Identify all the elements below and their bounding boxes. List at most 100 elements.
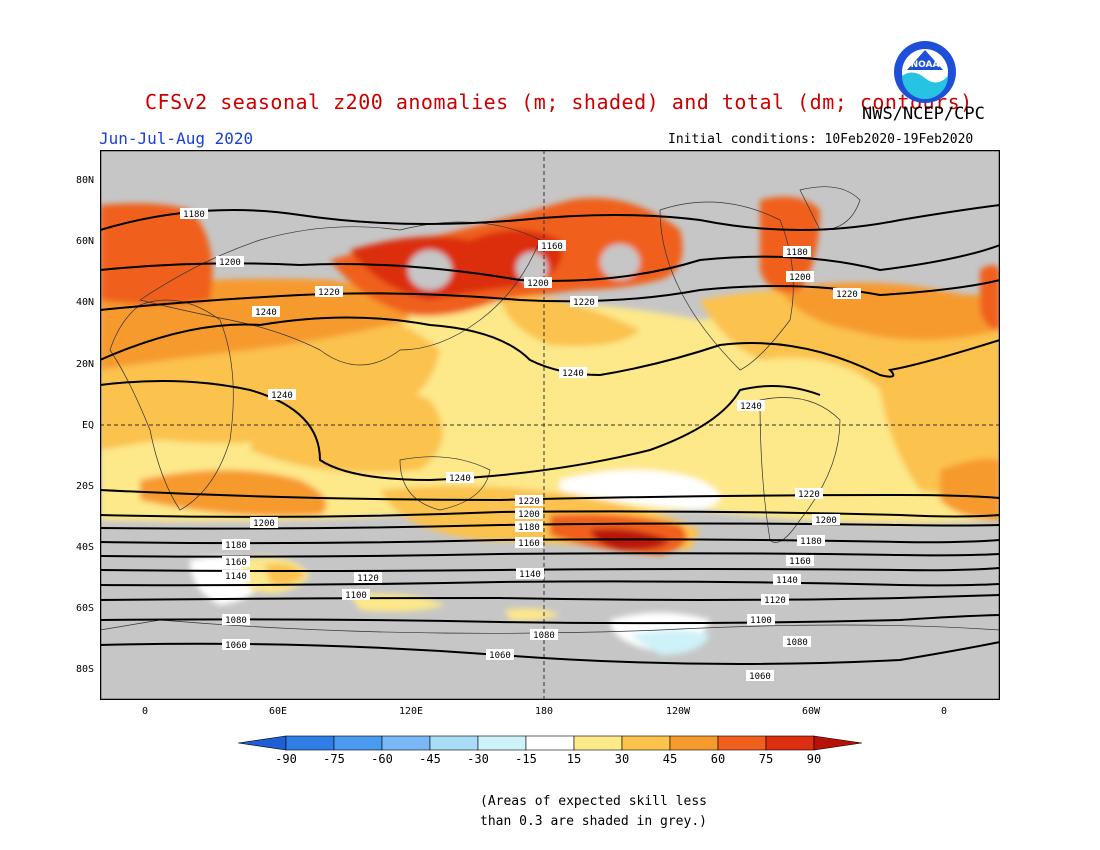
lon-label: 180 — [534, 706, 554, 717]
contour-label: 1180 — [783, 246, 811, 258]
contour-label: 1160 — [538, 240, 566, 252]
skill-note-line1: (Areas of expected skill less — [480, 794, 707, 809]
lon-label: 120E — [398, 706, 424, 717]
lon-label: 0 — [940, 706, 948, 717]
svg-text:1180: 1180 — [183, 210, 205, 220]
colorbar — [238, 735, 862, 751]
contour-label: 1180 — [222, 539, 250, 551]
svg-text:1200: 1200 — [527, 279, 549, 289]
contour-label: 1180 — [180, 208, 208, 220]
svg-text:1200: 1200 — [815, 516, 837, 526]
contour-label: 1120 — [761, 594, 789, 606]
svg-text:1220: 1220 — [318, 288, 340, 298]
season-label: Jun-Jul-Aug 2020 — [99, 129, 254, 148]
svg-text:1220: 1220 — [836, 290, 858, 300]
svg-text:1220: 1220 — [518, 497, 540, 507]
contour-label: 1220 — [570, 296, 598, 308]
skill-note: (Areas of expected skill less than 0.3 a… — [480, 792, 707, 832]
contour-label: 1220 — [315, 286, 343, 298]
svg-text:1060: 1060 — [225, 641, 247, 651]
contour-label: 1140 — [773, 574, 801, 586]
contour-label: 1080 — [530, 629, 558, 641]
svg-text:1080: 1080 — [225, 616, 247, 626]
contour-label: 1060 — [486, 649, 514, 661]
svg-text:1200: 1200 — [219, 258, 241, 268]
contour-label: 1200 — [786, 271, 814, 283]
svg-text:1140: 1140 — [225, 572, 247, 582]
contour-label: 1100 — [342, 589, 370, 601]
contour-label: 1200 — [524, 277, 552, 289]
colorbar-box — [381, 735, 431, 751]
contour-labels: 1180 1200 1220 1240 1160 1200 1220 1180 … — [180, 208, 861, 682]
svg-text:1240: 1240 — [449, 474, 471, 484]
svg-text:1240: 1240 — [740, 402, 762, 412]
svg-text:1160: 1160 — [541, 242, 563, 252]
svg-text:1140: 1140 — [776, 576, 798, 586]
contour-label: 1180 — [515, 521, 543, 533]
colorbar-label: 60 — [710, 752, 726, 766]
colorbar-box — [429, 735, 479, 751]
skill-note-line2: than 0.3 are shaded in grey.) — [480, 814, 707, 829]
contour-label: 1080 — [783, 636, 811, 648]
lat-label: EQ — [81, 420, 94, 431]
svg-text:1220: 1220 — [573, 298, 595, 308]
contour-label: 1180 — [797, 535, 825, 547]
colorbar-box — [765, 735, 815, 751]
contour-label: 1200 — [515, 508, 543, 520]
colorbar-box — [669, 735, 719, 751]
map-title: CFSv2 seasonal z200 anomalies (m; shaded… — [145, 90, 973, 114]
svg-text:1180: 1180 — [786, 248, 808, 258]
svg-text:1160: 1160 — [225, 558, 247, 568]
agency-label: NWS/NCEP/CPC — [862, 104, 985, 124]
contour-label: 1060 — [222, 639, 250, 651]
lat-label: 80S — [75, 664, 94, 675]
colorbar-label: 45 — [662, 752, 678, 766]
contour-label: 1160 — [222, 556, 250, 568]
contour-label: 1220 — [515, 495, 543, 507]
colorbar-box — [717, 735, 767, 751]
colorbar-box — [285, 735, 335, 751]
contour-label: 1200 — [812, 514, 840, 526]
lat-label: 80N — [75, 175, 94, 186]
colorbar-label: -90 — [275, 752, 297, 766]
svg-text:1120: 1120 — [357, 574, 379, 584]
lon-label: 60E — [268, 706, 288, 717]
colorbar-box — [621, 735, 671, 751]
noaa-logo-icon: NOAA — [894, 41, 956, 103]
colorbar-box — [477, 735, 527, 751]
contour-label: 1060 — [746, 670, 774, 682]
lon-label: 120W — [665, 706, 691, 717]
svg-text:1220: 1220 — [798, 490, 820, 500]
svg-text:1100: 1100 — [750, 616, 772, 626]
colorbar-box — [573, 735, 623, 751]
colorbar-label: 75 — [758, 752, 774, 766]
map-frame — [100, 150, 1000, 700]
lat-label: 40N — [75, 297, 94, 308]
colorbar-box — [333, 735, 383, 751]
colorbar-label: -30 — [467, 752, 489, 766]
colorbar-label: -15 — [515, 752, 537, 766]
contour-label: 1160 — [515, 537, 543, 549]
contour-label: 1240 — [737, 400, 765, 412]
svg-text:1200: 1200 — [518, 510, 540, 520]
colorbar-label: -45 — [419, 752, 441, 766]
lon-label: 0 — [141, 706, 149, 717]
contour-label: 1140 — [516, 568, 544, 580]
lat-label: 20S — [75, 481, 94, 492]
contour-label: 1200 — [216, 256, 244, 268]
contour-label: 1220 — [795, 488, 823, 500]
colorbar-max-arrow — [813, 735, 862, 751]
svg-text:1140: 1140 — [519, 570, 541, 580]
coastlines — [100, 186, 1000, 700]
contour-label: 1240 — [268, 389, 296, 401]
svg-text:1180: 1180 — [518, 523, 540, 533]
svg-text:1200: 1200 — [253, 519, 275, 529]
lat-label: 60N — [75, 236, 94, 247]
colorbar-box — [525, 735, 575, 751]
contour-label: 1240 — [446, 472, 474, 484]
colorbar-label: 30 — [614, 752, 630, 766]
contour-label: 1080 — [222, 614, 250, 626]
colorbar-label: -75 — [323, 752, 345, 766]
svg-text:1240: 1240 — [562, 369, 584, 379]
contour-label: 1220 — [833, 288, 861, 300]
